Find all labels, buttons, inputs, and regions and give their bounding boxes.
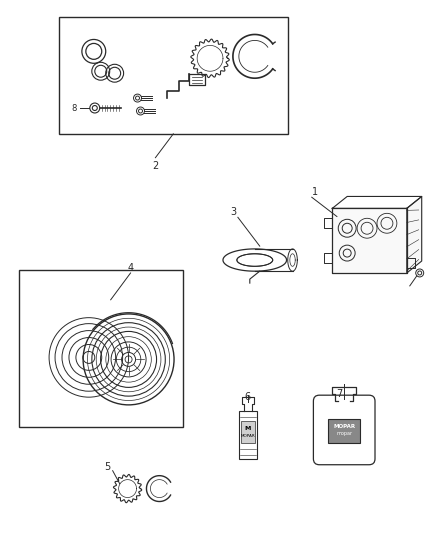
Bar [328,419,360,443]
Polygon shape [332,208,407,273]
Text: 7: 7 [336,389,343,399]
Text: 4: 4 [127,263,134,273]
Bar [239,411,257,459]
Text: 2: 2 [152,160,159,171]
Text: mopar: mopar [336,431,352,437]
Polygon shape [407,197,422,273]
Text: 5: 5 [105,462,111,472]
Text: 8: 8 [71,103,77,112]
Text: 6: 6 [245,392,251,402]
Text: 1: 1 [312,188,318,197]
Text: 3: 3 [230,207,236,217]
Bar [19,270,183,427]
Bar [241,421,255,443]
Text: MOPAR: MOPAR [240,434,255,438]
Text: MOPAR: MOPAR [333,424,355,430]
Bar [59,17,288,134]
Text: M: M [245,426,251,431]
